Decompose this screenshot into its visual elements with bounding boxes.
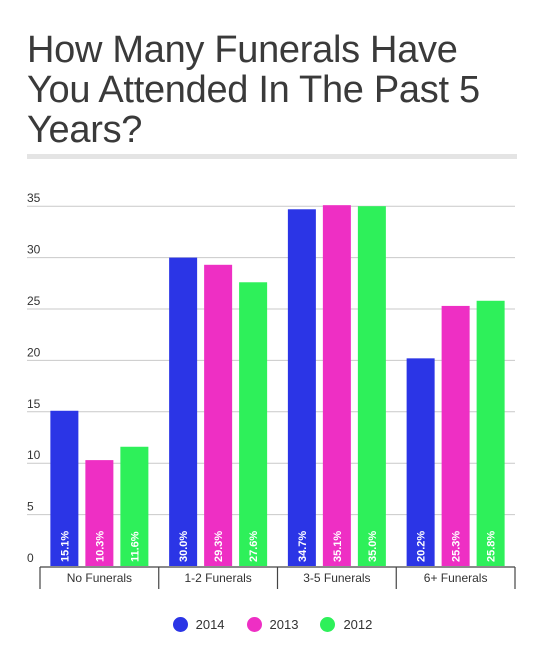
x-tick-label: No Funerals (67, 571, 132, 585)
bar (239, 282, 268, 566)
data-label: 15.1% (59, 531, 71, 562)
legend: 2014 2013 2012 (0, 617, 545, 632)
bar (204, 264, 233, 566)
data-label: 25.3% (451, 531, 463, 562)
x-tick-label: 3-5 Funerals (303, 571, 370, 585)
data-label: 11.6% (129, 531, 141, 562)
x-tick-label: 1-2 Funerals (184, 571, 251, 585)
bar (50, 410, 79, 566)
legend-swatch-2014 (172, 617, 188, 632)
bar (406, 358, 435, 566)
legend-item-2012: 2012 (320, 617, 372, 632)
x-tick-label: 6+ Funerals (424, 571, 488, 585)
data-label: 20.2% (416, 531, 428, 562)
data-label: 25.8% (486, 531, 498, 562)
y-tick-label: 25 (27, 294, 41, 308)
title-divider (27, 154, 517, 159)
data-label: 34.7% (297, 531, 309, 562)
data-label: 10.3% (94, 531, 106, 562)
bar (322, 205, 351, 566)
legend-item-2014: 2014 (172, 617, 225, 632)
legend-item-2013: 2013 (246, 617, 299, 632)
y-tick-label: 0 (27, 551, 34, 565)
bar (476, 300, 505, 566)
data-label: 27.6% (248, 531, 260, 562)
bar (357, 206, 386, 566)
y-tick-label: 30 (27, 243, 41, 257)
y-tick-label: 5 (27, 500, 34, 514)
data-label: 30.0% (178, 531, 190, 562)
bar (169, 257, 198, 566)
legend-label-2012: 2012 (343, 617, 373, 632)
y-tick-label: 15 (27, 397, 41, 411)
bar (120, 446, 149, 566)
legend-label-2014: 2014 (195, 617, 225, 632)
bar-chart: 0 5 10 15 20 25 30 35 15.1% 10.3% 11.6% 30.0% 29.3% 2… (27, 191, 516, 589)
data-label: 35.1% (332, 531, 344, 562)
y-tick-label: 10 (27, 448, 41, 462)
bar (85, 460, 114, 566)
bar (287, 209, 316, 566)
y-tick-label: 20 (27, 345, 41, 359)
chart-title: How Many Funerals Have You Attended In T… (27, 29, 480, 151)
data-label: 29.3% (213, 531, 225, 562)
legend-swatch-2012 (320, 617, 336, 632)
y-tick-label: 35 (27, 191, 41, 205)
legend-label-2013: 2013 (269, 617, 299, 632)
legend-swatch-2013 (246, 617, 262, 632)
bar (441, 305, 470, 566)
data-label: 35.0% (367, 531, 379, 562)
